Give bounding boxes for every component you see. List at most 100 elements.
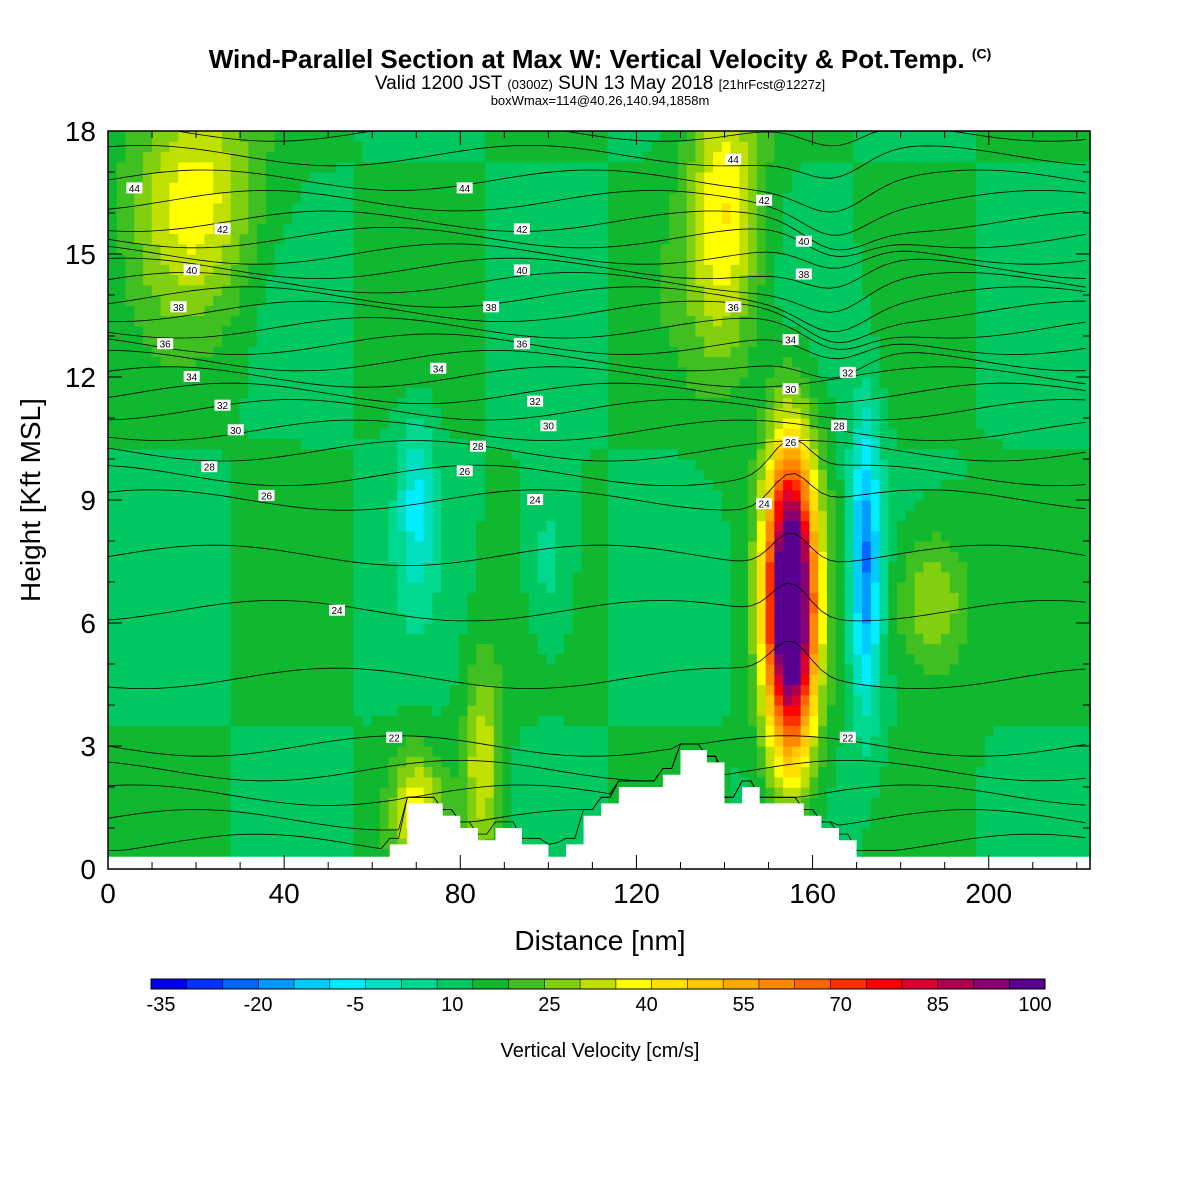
w-cell <box>178 817 188 829</box>
w-cell <box>1063 561 1074 573</box>
w-cell <box>888 715 898 727</box>
w-cell <box>976 735 986 747</box>
w-cell <box>748 489 758 501</box>
w-cell <box>581 592 591 604</box>
w-cell <box>441 612 451 624</box>
w-cell <box>125 541 135 552</box>
w-cell <box>940 776 951 788</box>
w-cell <box>976 705 986 716</box>
w-cell <box>862 561 872 573</box>
w-cell <box>800 674 811 686</box>
w-cell <box>178 828 188 839</box>
w-cell <box>537 500 547 511</box>
w-cell <box>800 725 811 737</box>
w-cell <box>642 623 653 634</box>
w-cell <box>563 510 574 522</box>
w-cell <box>511 571 521 583</box>
w-cell <box>169 448 179 460</box>
w-cell <box>406 684 416 696</box>
w-cell <box>625 510 635 522</box>
w-cell <box>853 438 863 450</box>
w-cell <box>651 705 661 716</box>
w-cell <box>221 787 232 798</box>
w-cell <box>748 664 758 675</box>
w-cell <box>309 428 320 440</box>
w-cell <box>976 489 986 501</box>
w-cell <box>125 407 135 419</box>
w-cell <box>204 756 214 768</box>
w-cell <box>949 612 960 624</box>
w-cell <box>993 694 1003 706</box>
w-cell <box>634 694 644 706</box>
w-cell <box>1081 643 1091 655</box>
w-cell <box>1072 787 1082 798</box>
w-cell <box>607 694 618 706</box>
w-cell <box>625 407 635 419</box>
w-cell <box>1081 592 1091 604</box>
w-cell <box>1063 756 1074 768</box>
w-cell <box>862 787 872 798</box>
w-cell <box>862 612 872 624</box>
w-cell <box>449 807 460 819</box>
w-cell <box>791 510 802 522</box>
w-cell <box>625 438 635 450</box>
w-cell <box>397 776 407 788</box>
w-cell <box>1019 530 1030 542</box>
w-cell <box>1002 828 1012 839</box>
w-cell <box>572 479 583 491</box>
w-cell <box>485 530 495 542</box>
w-cell <box>309 746 320 757</box>
w-cell <box>967 438 977 450</box>
w-cell <box>362 602 372 614</box>
w-cell <box>783 612 793 624</box>
w-cell <box>283 633 293 645</box>
w-cell <box>923 469 933 481</box>
w-cell <box>818 602 828 614</box>
w-cell <box>826 684 837 696</box>
w-cell <box>300 500 311 511</box>
w-cell <box>441 633 451 645</box>
w-cell <box>897 500 907 511</box>
w-cell <box>765 571 775 583</box>
w-cell <box>125 684 135 696</box>
w-cell <box>388 561 398 573</box>
w-cell <box>257 787 267 798</box>
w-cell <box>371 407 381 419</box>
w-cell <box>1037 694 1047 706</box>
w-cell <box>292 469 302 481</box>
w-cell <box>1046 633 1056 645</box>
w-cell <box>502 684 512 696</box>
w-cell <box>651 530 661 542</box>
w-cell <box>441 643 451 655</box>
w-cell <box>406 530 416 542</box>
w-cell <box>186 694 197 706</box>
w-cell <box>958 418 968 429</box>
w-cell <box>309 838 320 850</box>
w-cell <box>528 746 539 757</box>
w-cell <box>257 612 267 624</box>
w-cell <box>335 776 346 788</box>
w-cell <box>353 418 363 429</box>
w-cell <box>151 561 162 573</box>
w-cell <box>449 571 460 583</box>
w-cell <box>388 602 398 614</box>
w-cell <box>660 571 670 583</box>
w-cell <box>309 766 320 778</box>
w-cell <box>1046 418 1056 429</box>
w-cell <box>116 817 127 829</box>
w-cell <box>993 623 1003 634</box>
w-cell <box>660 582 670 593</box>
w-cell <box>283 664 293 675</box>
w-cell <box>116 448 127 460</box>
w-cell <box>590 664 600 675</box>
w-cell <box>379 828 390 839</box>
w-cell <box>677 694 688 706</box>
w-cell <box>327 756 337 768</box>
w-cell <box>984 500 995 511</box>
w-cell <box>835 479 846 491</box>
w-cell <box>379 582 390 593</box>
w-cell <box>511 664 521 675</box>
w-cell <box>905 797 916 809</box>
w-cell <box>239 756 249 768</box>
w-cell <box>555 541 565 552</box>
